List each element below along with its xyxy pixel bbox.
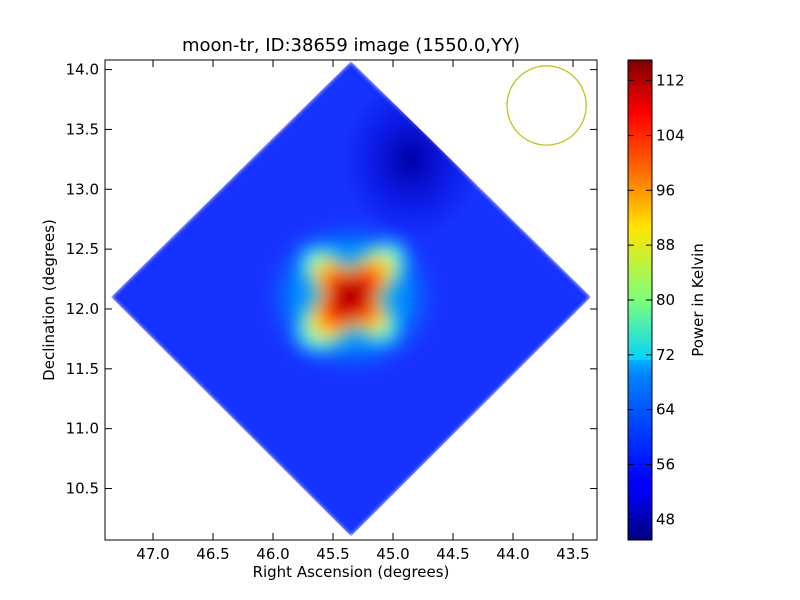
colorbar-tick-label: 64 xyxy=(656,401,675,419)
x-tick-label: 44.5 xyxy=(436,545,469,563)
x-tick-label: 45.0 xyxy=(376,545,409,563)
x-tick-label: 43.5 xyxy=(556,545,589,563)
x-tick-label: 46.5 xyxy=(196,545,229,563)
source-layer xyxy=(331,277,371,317)
x-tick-label: 45.5 xyxy=(316,545,349,563)
colorbar-tick-label: 104 xyxy=(656,126,685,144)
x-axis-label: Right Ascension (degrees) xyxy=(253,563,450,581)
y-tick-label: 11.5 xyxy=(66,360,99,378)
source-blob xyxy=(297,242,406,351)
heatmap-image xyxy=(111,61,591,537)
chart-title: moon-tr, ID:38659 image (1550.0,YY) xyxy=(182,35,520,56)
y-tick-label: 13.5 xyxy=(66,120,99,138)
colorbar-tick-label: 88 xyxy=(656,236,675,254)
x-axis-ticks: 47.0 46.5 46.0 45.5 45.0 44.5 44.0 43.5 xyxy=(136,60,590,563)
colorbar-ticks: 48 56 64 72 80 88 96 104 112 xyxy=(628,72,685,528)
y-tick-label: 14.0 xyxy=(66,61,99,79)
colorbar-tick-label: 96 xyxy=(656,181,675,199)
y-axis-ticks: 10.5 11.0 11.5 12.0 12.5 13.0 13.5 14.0 xyxy=(66,61,597,498)
beam-circle xyxy=(506,65,587,146)
y-axis-label: Declination (degrees) xyxy=(40,219,58,381)
y-tick-label: 12.0 xyxy=(66,300,99,318)
colorbar-tick-label: 48 xyxy=(656,510,675,528)
x-tick-label: 46.0 xyxy=(256,545,289,563)
colorbar-tick-label: 80 xyxy=(656,291,675,309)
y-tick-label: 13.0 xyxy=(66,180,99,198)
axes-frame xyxy=(104,59,598,541)
y-tick-label: 11.0 xyxy=(66,420,99,438)
x-tick-label: 44.0 xyxy=(496,545,529,563)
x-tick-label: 47.0 xyxy=(136,545,169,563)
y-tick-label: 10.5 xyxy=(66,480,99,498)
colorbar-tick-label: 56 xyxy=(656,456,675,474)
colorbar-tick-label: 112 xyxy=(656,72,685,90)
y-tick-label: 12.5 xyxy=(66,240,99,258)
colorbar-tick-label: 72 xyxy=(656,346,675,364)
source-petal xyxy=(333,279,358,304)
colorbar-label: Power in Kelvin xyxy=(689,243,707,357)
